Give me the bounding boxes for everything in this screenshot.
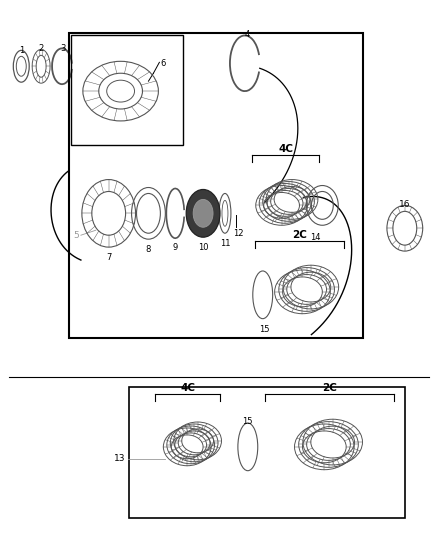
Bar — [129, 387, 405, 519]
Text: 14: 14 — [310, 233, 321, 242]
Text: 15: 15 — [243, 417, 253, 426]
Bar — [69, 34, 363, 337]
Text: 3: 3 — [60, 44, 66, 53]
Text: 16: 16 — [399, 200, 410, 209]
Ellipse shape — [186, 190, 220, 237]
Text: 7: 7 — [106, 253, 111, 262]
Text: 9: 9 — [173, 243, 178, 252]
Text: 11: 11 — [220, 239, 230, 248]
Text: 12: 12 — [233, 229, 243, 238]
Text: 6: 6 — [161, 59, 166, 68]
Text: 15: 15 — [259, 325, 270, 334]
Text: 5: 5 — [73, 231, 79, 240]
Text: 2C: 2C — [322, 383, 337, 393]
Text: 2C: 2C — [292, 230, 307, 240]
Text: 13: 13 — [114, 454, 126, 463]
Text: 4C: 4C — [180, 383, 195, 393]
Text: 2: 2 — [39, 44, 44, 53]
Text: 4: 4 — [244, 29, 250, 38]
Ellipse shape — [193, 199, 213, 227]
Text: 8: 8 — [146, 245, 151, 254]
Bar — [71, 36, 183, 145]
Text: 1: 1 — [19, 46, 24, 55]
Text: 10: 10 — [198, 243, 208, 252]
Text: 4C: 4C — [278, 144, 293, 154]
